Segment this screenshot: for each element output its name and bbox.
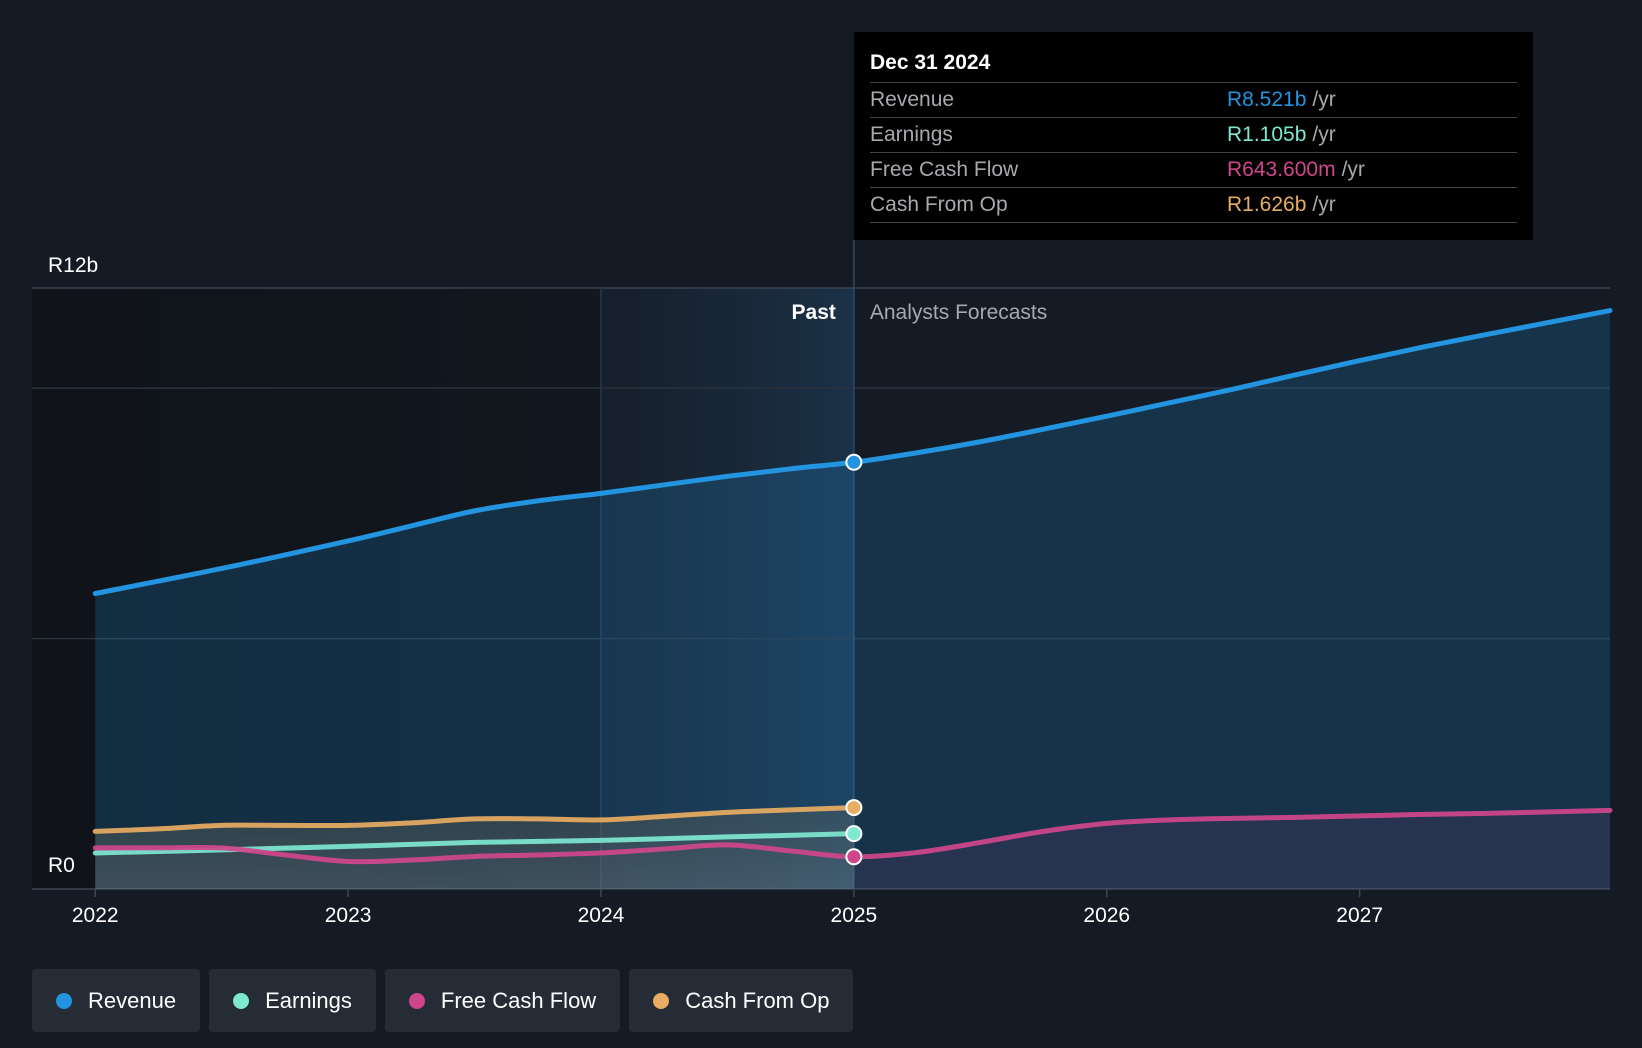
x-tick-label: 2027: [1336, 904, 1383, 927]
legend-label: Revenue: [88, 987, 177, 1013]
legend: Revenue Earnings Free Cash Flow Cash Fro…: [32, 969, 854, 1032]
legend-item-cash-from-op[interactable]: Cash From Op: [629, 969, 854, 1032]
legend-item-earnings[interactable]: Earnings: [209, 969, 376, 1032]
tooltip-label: Cash From Op: [870, 193, 1008, 216]
legend-label: Earnings: [265, 987, 352, 1013]
tooltip-unit: /yr: [1312, 123, 1336, 146]
tooltip-label: Earnings: [870, 123, 953, 146]
tooltip-row-cash-from-op: Cash From Op R1.626b /yr: [870, 188, 1517, 223]
tooltip-row-earnings: Earnings R1.105b /yr: [870, 118, 1517, 153]
tooltip-label: Free Cash Flow: [870, 158, 1019, 181]
x-tick-label: 2025: [831, 904, 878, 927]
legend-dot-icon: [408, 992, 425, 1009]
legend-item-free-cash-flow[interactable]: Free Cash Flow: [384, 969, 621, 1032]
tooltip-value: R643.600m: [1227, 158, 1336, 181]
tooltip-unit: /yr: [1312, 88, 1336, 111]
legend-label: Cash From Op: [685, 987, 830, 1013]
x-tick-label: 2023: [325, 904, 372, 927]
tooltip: Dec 31 2024 Revenue R8.521b /yr Earnings…: [854, 32, 1533, 240]
legend-dot-icon: [233, 992, 250, 1009]
cash-area: [95, 807, 854, 889]
y-axis-max-label: R12b: [48, 254, 98, 277]
fcf-forecast-area: [853, 810, 1610, 889]
cash-from-op-marker: [845, 799, 863, 817]
tooltip-row-free-cash-flow: Free Cash Flow R643.600m /yr: [870, 153, 1517, 188]
revenue-marker: [845, 453, 863, 471]
y-axis-min-label: R0: [48, 854, 75, 877]
revenue-line: [92, 308, 1613, 597]
tooltip-unit: /yr: [1312, 193, 1336, 216]
forecast-label: Analysts Forecasts: [870, 301, 1047, 324]
tooltip-label: Revenue: [870, 88, 955, 111]
legend-item-revenue[interactable]: Revenue: [32, 969, 201, 1032]
tooltip-value: R1.105b: [1227, 123, 1307, 146]
cash-from-op-line: [92, 805, 857, 834]
legend-label: Free Cash Flow: [440, 987, 597, 1013]
revenue-area: [95, 310, 1610, 890]
tooltip-value: R8.521b: [1227, 88, 1307, 111]
legend-dot-icon: [56, 992, 72, 1009]
x-tick-label: 2022: [72, 904, 119, 927]
tooltip-date: Dec 31 2024: [870, 44, 1517, 83]
tooltip-value: R1.626b: [1227, 193, 1307, 216]
tooltip-row-revenue: Revenue R8.521b /yr: [870, 83, 1517, 118]
past-label: Past: [792, 301, 836, 324]
x-tick-label: 2024: [578, 904, 625, 927]
tooltip-unit: /yr: [1341, 158, 1365, 181]
legend-dot-icon: [653, 992, 670, 1009]
earnings-marker: [845, 825, 863, 843]
x-tick-label: 2026: [1083, 904, 1130, 927]
free-cash-flow-marker: [845, 848, 863, 866]
